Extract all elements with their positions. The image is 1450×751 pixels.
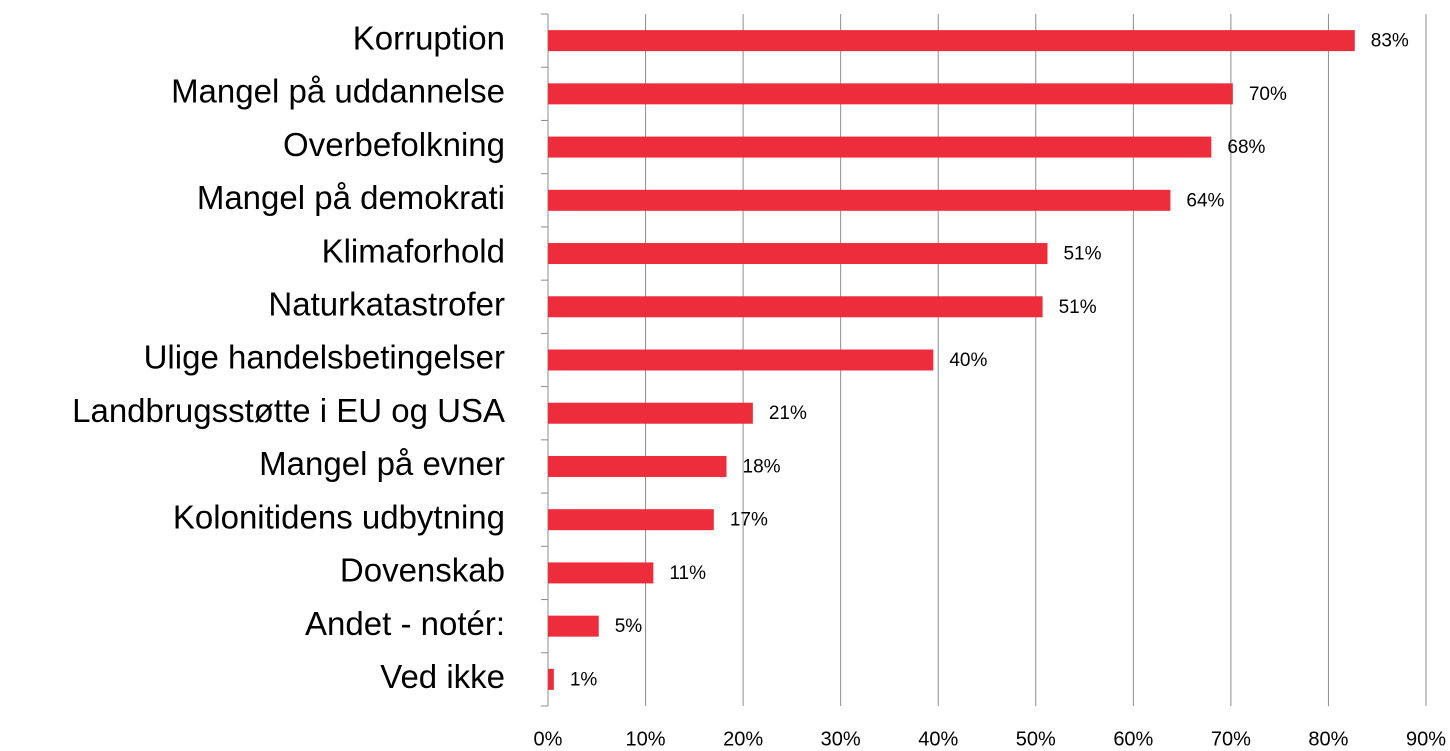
bar [548,402,753,424]
category-label: Korruption [353,19,505,56]
x-tick-label: 90% [1406,728,1446,750]
data-label: 1% [570,669,598,690]
bar [548,189,1171,211]
x-tick-label: 70% [1211,728,1251,750]
data-label: 70% [1249,84,1287,105]
data-label: 17% [730,510,768,531]
x-tick-label: 40% [918,728,958,750]
bar [548,243,1048,265]
category-label: Kolonitidens udbytning [173,498,505,535]
category-label: Ved ikke [380,658,505,695]
category-label: Andet - notér: [305,605,505,642]
bar [548,83,1233,105]
data-label: 18% [743,456,781,477]
data-label: 64% [1186,190,1224,211]
category-label: Klimaforhold [322,232,505,269]
category-label: Landbrugsstøtte i EU og USA [72,392,505,429]
bar [548,509,714,531]
data-label: 51% [1059,297,1097,318]
bar [548,455,727,477]
x-tick-label: 60% [1113,728,1153,750]
category-label: Dovenskab [340,552,505,589]
x-tick-label: 50% [1016,728,1056,750]
x-tick-label: 20% [723,728,763,750]
bar [548,136,1212,158]
category-label: Ulige handelsbetingelser [144,339,505,376]
bar [548,349,934,371]
bar [548,668,554,690]
bar [548,615,599,637]
data-label: 11% [669,563,706,584]
category-label: Mangel på uddannelse [171,73,505,110]
x-tick-label: 0% [534,728,563,750]
bar [548,562,654,584]
data-label: 68% [1227,137,1265,158]
category-label: Mangel på evner [259,445,505,482]
data-label: 40% [949,350,987,371]
x-tick-label: 30% [821,728,861,750]
category-label: Mangel på demokrati [197,179,505,216]
bar [548,296,1043,318]
x-tick-label: 10% [626,728,666,750]
category-label: Overbefolkning [283,126,505,163]
data-label: 21% [769,403,807,424]
category-label: Naturkatastrofer [268,285,505,322]
x-tick-label: 80% [1308,728,1348,750]
data-label: 51% [1063,244,1101,265]
bar [548,30,1355,52]
data-label: 83% [1371,31,1409,52]
data-label: 5% [615,616,643,637]
